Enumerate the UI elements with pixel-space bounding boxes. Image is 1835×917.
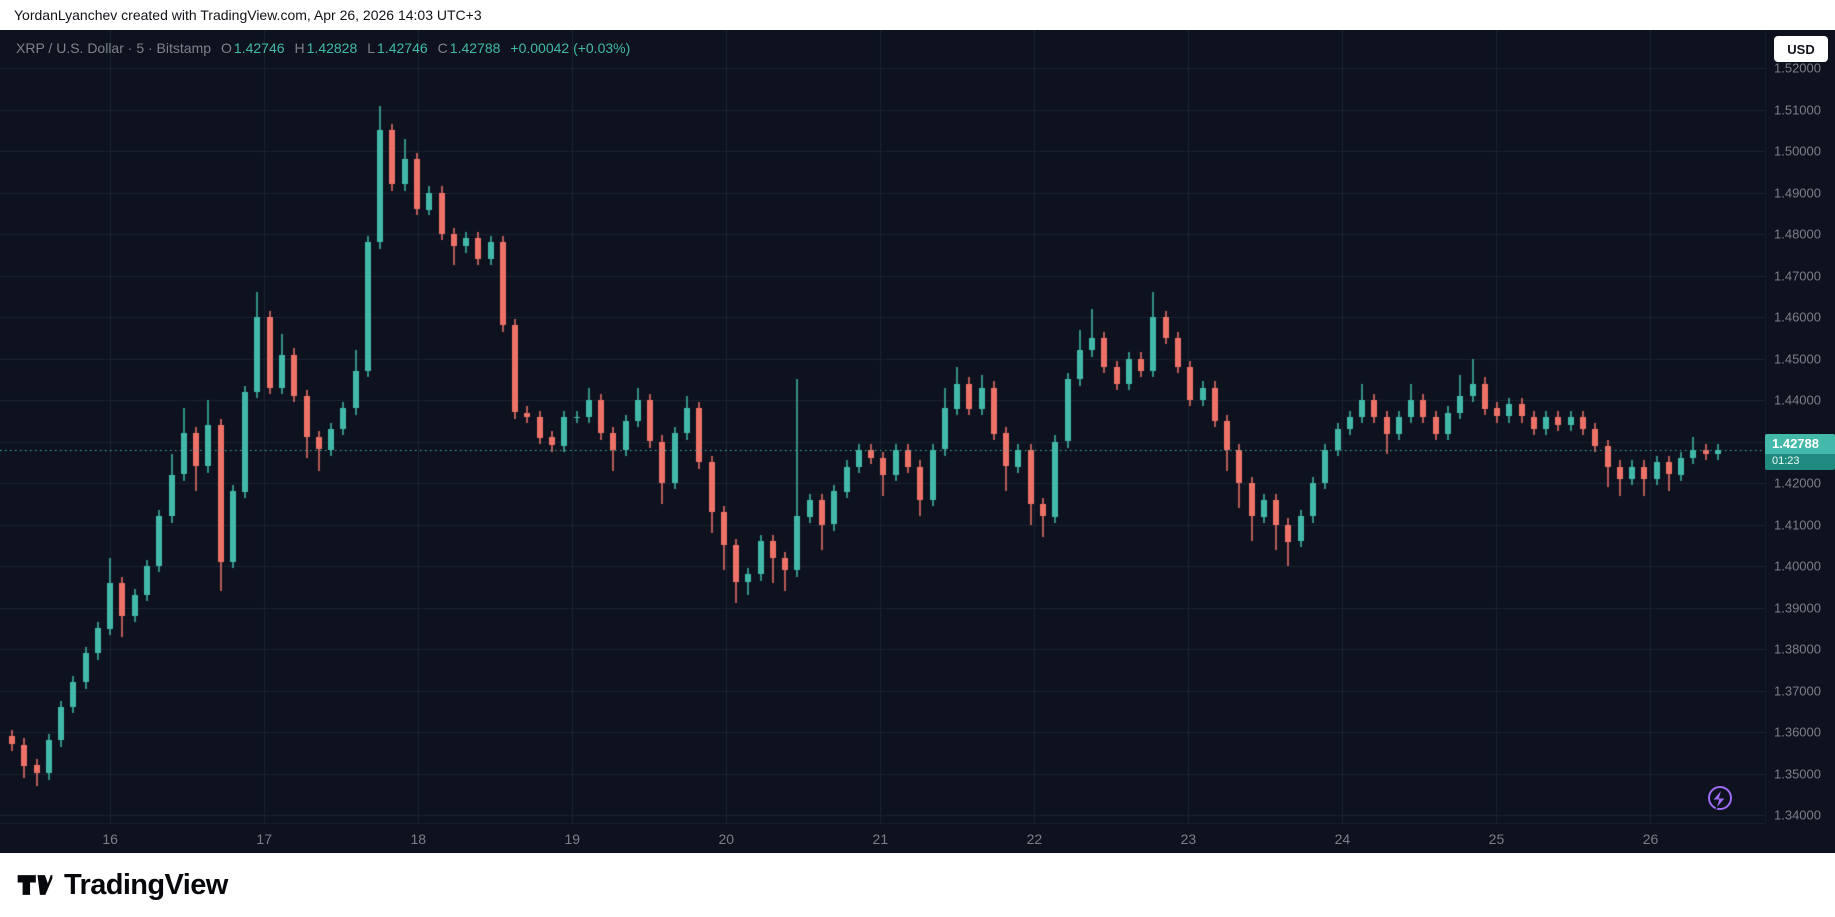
attribution-text: YordanLyanchev created with TradingView.… <box>14 7 482 23</box>
price-badge: 1.42788 01:23 <box>1765 434 1835 471</box>
time-tick-label: 23 <box>1180 831 1197 847</box>
brand-wordmark: TradingView <box>64 868 228 901</box>
chart-legend: XRP / U.S. Dollar · 5 · Bitstamp O 1.4274… <box>16 40 630 56</box>
chart-area: XRP / U.S. Dollar · 5 · Bitstamp O 1.4274… <box>0 30 1835 853</box>
time-tick-label: 17 <box>256 831 272 847</box>
footer-bar: TradingView <box>0 853 1835 917</box>
bar-countdown-label: 01:23 <box>1765 453 1835 471</box>
price-tick-label: 1.46000 <box>1774 309 1821 325</box>
price-tick-label: 1.35000 <box>1774 766 1821 782</box>
price-tick-label: 1.47000 <box>1774 268 1821 284</box>
time-tick-label: 19 <box>564 831 581 847</box>
ohlc-close: C 1.42788 <box>437 40 501 56</box>
price-tick-label: 1.42000 <box>1774 475 1821 491</box>
price-tick-label: 1.37000 <box>1774 683 1821 699</box>
candlestick-chart[interactable] <box>0 30 1765 823</box>
time-tick-label: 24 <box>1334 831 1351 847</box>
time-tick-label: 26 <box>1642 831 1659 847</box>
time-tick-label: 16 <box>102 831 118 847</box>
price-tick-label: 1.40000 <box>1774 558 1821 574</box>
price-tick-label: 1.49000 <box>1774 185 1821 201</box>
last-price-label: 1.42788 <box>1765 434 1835 454</box>
price-tick-label: 1.39000 <box>1774 600 1821 616</box>
lightning-icon <box>1703 786 1735 816</box>
time-axis[interactable]: 16 17 18 19 20 21 22 23 24 25 26 <box>0 823 1765 853</box>
currency-usd-button[interactable]: USD <box>1774 36 1828 62</box>
price-tick-label: 1.34000 <box>1774 807 1821 823</box>
time-tick-label: 21 <box>872 831 889 847</box>
symbol-title: XRP / U.S. Dollar · 5 · Bitstamp <box>16 40 212 56</box>
price-change: +0.00042 (+0.03%) <box>510 40 631 56</box>
tradingview-logo-icon <box>16 871 54 899</box>
price-tick-label: 1.51000 <box>1774 102 1821 118</box>
ohlc-high: H 1.42828 <box>294 40 358 56</box>
price-tick-label: 1.44000 <box>1774 392 1821 408</box>
price-tick-label: 1.36000 <box>1774 724 1821 740</box>
ohlc-open: O 1.42746 <box>221 40 285 56</box>
time-tick-label: 20 <box>718 831 735 847</box>
price-axis[interactable]: 1.52000 1.51000 1.50000 1.49000 1.48000 1.470… <box>1765 30 1835 823</box>
ohlc-low: L 1.42746 <box>367 40 428 56</box>
price-tick-label: 1.45000 <box>1774 351 1821 367</box>
price-tick-label: 1.50000 <box>1774 143 1821 159</box>
boost-flash-button[interactable] <box>1703 781 1735 813</box>
tradingview-logo-link[interactable]: TradingView <box>16 869 228 902</box>
time-tick-label: 18 <box>410 831 427 847</box>
price-tick-label: 1.48000 <box>1774 226 1821 242</box>
price-tick-label: 1.41000 <box>1774 517 1821 533</box>
time-tick-label: 25 <box>1488 831 1505 847</box>
price-tick-label: 1.38000 <box>1774 641 1821 657</box>
attribution-bar: YordanLyanchev created with TradingView.… <box>0 0 1835 30</box>
time-tick-label: 22 <box>1026 831 1043 847</box>
price-tick-label: 1.52000 <box>1774 60 1821 76</box>
